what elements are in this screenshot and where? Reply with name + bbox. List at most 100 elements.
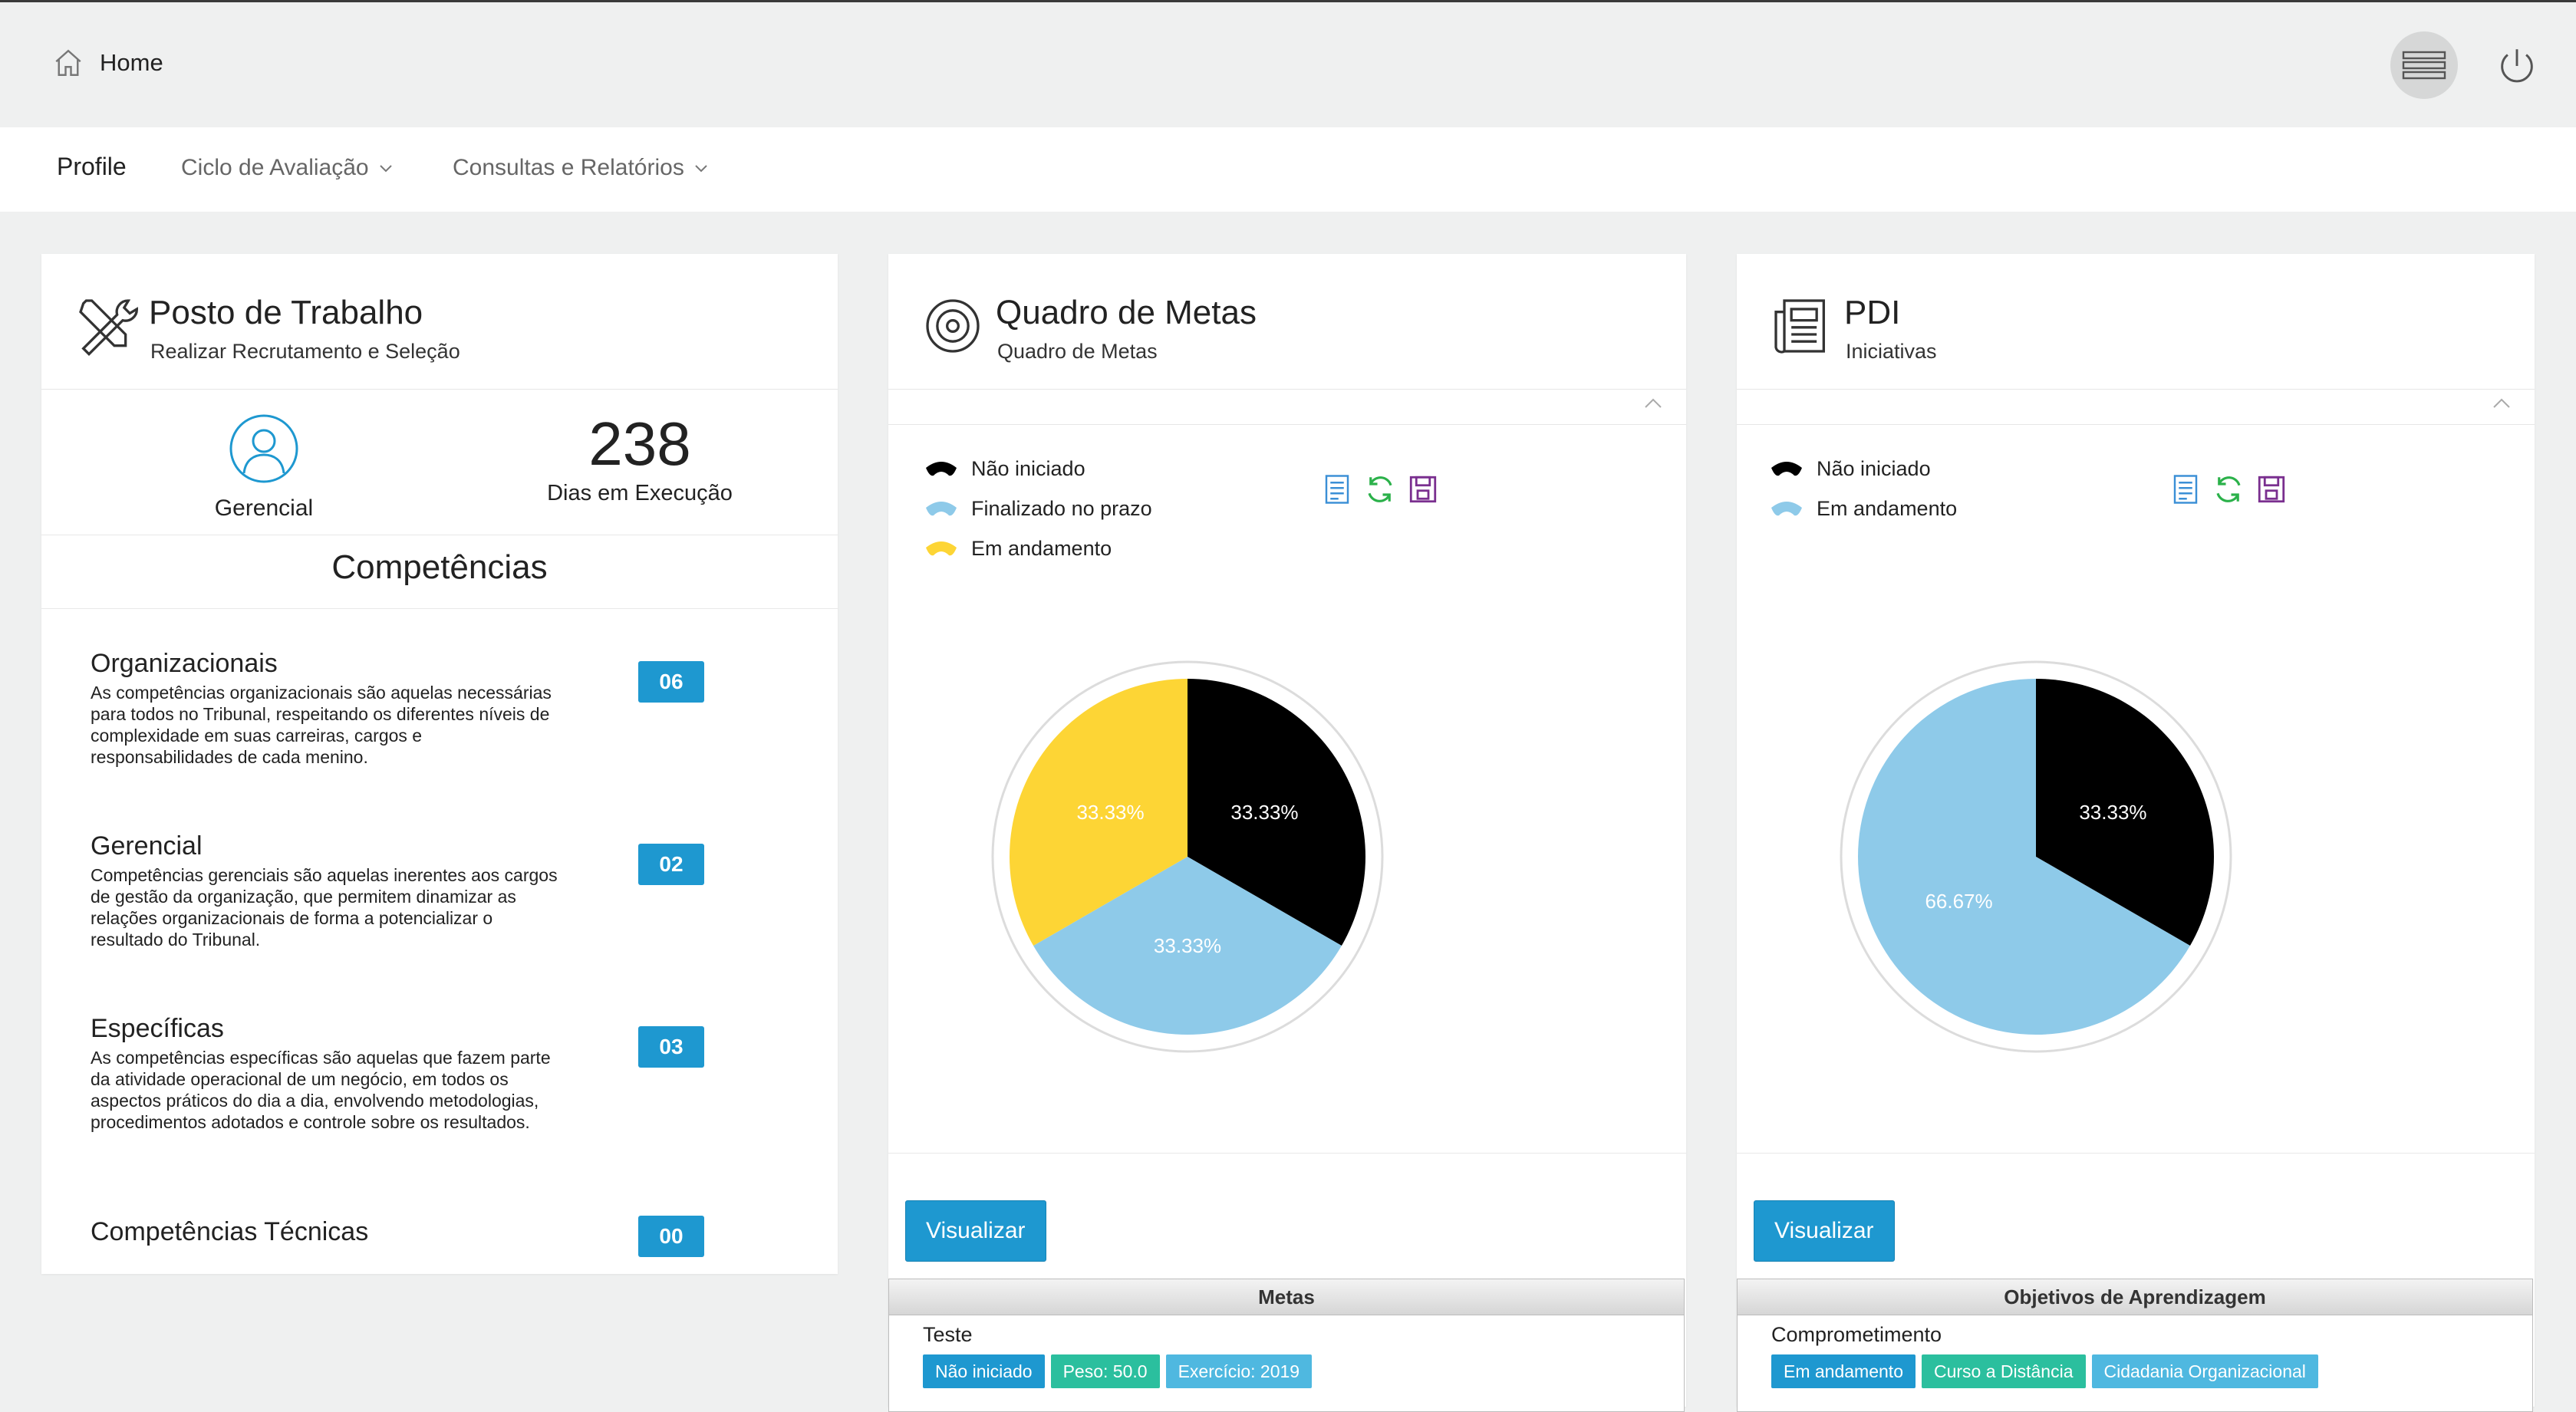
legend-item[interactable]: Em andamento: [1771, 489, 1957, 528]
chart-toolbar: [1321, 473, 1439, 505]
objetivos-panel: Objetivos de Aprendizagem Comprometiment…: [1737, 1279, 2533, 1412]
pdi-collapse-bar[interactable]: [1737, 389, 2535, 425]
pie-slice-label: 33.33%: [1230, 801, 1298, 824]
nav-profile-label: Profile: [57, 153, 127, 180]
competencia-name: Organizacionais: [91, 649, 278, 678]
nav-ciclo-avaliacao[interactable]: Ciclo de Avaliação: [181, 155, 394, 181]
nav-consultas-label: Consultas e Relatórios: [453, 155, 684, 180]
pie-slice[interactable]: [1188, 679, 1365, 946]
objetivo-item-name: Comprometimento: [1771, 1323, 1942, 1346]
metas-card-header: Quadro de Metas Quadro de Metas: [888, 254, 1686, 390]
visualizar-button[interactable]: Visualizar: [1754, 1200, 1895, 1262]
refresh-icon[interactable]: [2212, 473, 2245, 505]
status-badge: Não iniciado: [923, 1354, 1045, 1388]
legend-item[interactable]: Em andamento: [925, 528, 1152, 568]
competencia-item: Competências Técnicas: [91, 1217, 566, 1250]
exercise-badge: Exercício: 2019: [1165, 1354, 1313, 1388]
power-icon: [2501, 49, 2533, 83]
competencia-name: Específicas: [91, 1014, 224, 1043]
competencia-item: Gerencial Competências gerenciais são aq…: [91, 831, 566, 950]
home-link[interactable]: Home: [52, 47, 163, 79]
user-icon: [229, 414, 298, 483]
legend-label: Em andamento: [1817, 496, 1958, 520]
legend-label: Não iniciado: [1817, 456, 1931, 480]
chevron-up-icon[interactable]: [2492, 397, 2512, 410]
legend-swatch: [926, 502, 957, 516]
pdi-card: PDI Iniciativas Não iniciado Em andament…: [1737, 254, 2535, 1412]
legend-label: Em andamento: [971, 536, 1112, 560]
role-stat: Gerencial: [156, 413, 371, 522]
pie-slice[interactable]: [2036, 679, 2214, 946]
metas-legend: Não iniciado Finalizado no prazo Em anda…: [925, 449, 1152, 568]
nav-profile[interactable]: Profile: [57, 153, 127, 181]
chevron-down-icon: [379, 165, 392, 173]
competencia-name: Competências Técnicas: [91, 1217, 369, 1246]
legend-swatch: [926, 462, 957, 476]
metas-subtitle: Quadro de Metas: [997, 340, 1158, 363]
pdi-pie-chart: 33.33% 66.67%: [1836, 657, 2235, 1056]
refresh-icon[interactable]: [1364, 473, 1396, 505]
competencia-count-badge[interactable]: 02: [638, 844, 704, 885]
home-label: Home: [100, 49, 163, 76]
legend-swatch: [1771, 462, 1802, 476]
pie-slice-label: 66.67%: [1925, 890, 1992, 913]
competencia-item: Específicas As competências específicas …: [91, 1014, 566, 1133]
logout-button[interactable]: [2490, 39, 2544, 93]
pdi-title: PDI: [1844, 294, 1901, 331]
nav-consultas-relatorios[interactable]: Consultas e Relatórios: [453, 155, 709, 181]
legend-swatch: [1771, 502, 1802, 516]
meta-item[interactable]: Teste Não iniciado Peso: 50.0 Exercício:…: [889, 1315, 1684, 1396]
save-icon[interactable]: [1407, 473, 1439, 505]
meta-tags: Não iniciado Peso: 50.0 Exercício: 2019: [923, 1354, 1650, 1388]
legend-label: Finalizado no prazo: [971, 496, 1152, 520]
competencia-desc: Competências gerenciais são aquelas iner…: [91, 865, 558, 950]
chevron-up-icon[interactable]: [1643, 397, 1663, 410]
main-nav: Profile Ciclo de Avaliação Consultas e R…: [0, 127, 2576, 212]
menu-button[interactable]: [2390, 31, 2458, 99]
legend-item[interactable]: Finalizado no prazo: [925, 489, 1152, 528]
objetivo-item[interactable]: Comprometimento Em andamento Curso a Dis…: [1738, 1315, 2532, 1396]
pie-svg: 33.33% 66.67%: [1840, 660, 2232, 1053]
days-label: Dias em Execução: [547, 481, 733, 505]
competencia-name: Gerencial: [91, 831, 203, 861]
posto-card: Posto de Trabalho Realizar Recrutamento …: [41, 254, 838, 1274]
metas-pie-chart: 33.33% 33.33% 33.33%: [988, 657, 1387, 1056]
pie-slice[interactable]: [1858, 679, 2190, 1035]
document-icon[interactable]: [1321, 473, 1353, 505]
weight-badge: Peso: 50.0: [1050, 1354, 1160, 1388]
competencias-title: Competências: [331, 548, 548, 586]
divider: [41, 608, 838, 609]
competencia-count-badge[interactable]: 00: [638, 1216, 704, 1257]
chart-toolbar: [2169, 473, 2288, 505]
metas-panel: Metas Teste Não iniciado Peso: 50.0 Exer…: [888, 1279, 1685, 1412]
posto-subtitle: Realizar Recrutamento e Seleção: [150, 340, 460, 363]
competencia-count-badge[interactable]: 03: [638, 1026, 704, 1068]
legend-item[interactable]: Não iniciado: [1771, 449, 1957, 489]
pie-slice-label: 33.33%: [2079, 801, 2146, 824]
pie-slice[interactable]: [1033, 857, 1342, 1035]
competencia-desc: As competências organizacionais são aque…: [91, 683, 552, 767]
divider: [1737, 1153, 2535, 1154]
pie-slice[interactable]: [1010, 679, 1188, 946]
meta-item-name: Teste: [923, 1323, 973, 1346]
competencia-count-badge[interactable]: 06: [638, 661, 704, 703]
document-icon[interactable]: [2169, 473, 2202, 505]
legend-label: Não iniciado: [971, 456, 1085, 480]
home-icon: [55, 49, 81, 76]
metas-title: Quadro de Metas: [996, 294, 1257, 331]
legend-swatch: [926, 541, 957, 556]
legend-item[interactable]: Não iniciado: [925, 449, 1152, 489]
role-label: Gerencial: [214, 495, 314, 521]
posto-title: Posto de Trabalho: [149, 294, 423, 331]
metas-collapse-bar[interactable]: [888, 389, 1686, 425]
visualizar-button[interactable]: Visualizar: [905, 1200, 1046, 1262]
competencia-desc: As competências específicas são aquelas …: [91, 1048, 551, 1132]
status-badge: Em andamento: [1771, 1354, 1916, 1388]
type-badge: Curso a Distância: [1921, 1354, 2086, 1388]
pdi-legend: Não iniciado Em andamento: [1771, 449, 1957, 528]
save-icon[interactable]: [2255, 473, 2288, 505]
pie-slice-label: 33.33%: [1076, 801, 1144, 824]
objetivos-panel-title: Objetivos de Aprendizagem: [1738, 1279, 2532, 1315]
days-value: 238: [588, 410, 691, 478]
competencia-item: Organizacionais As competências organiza…: [91, 649, 566, 768]
